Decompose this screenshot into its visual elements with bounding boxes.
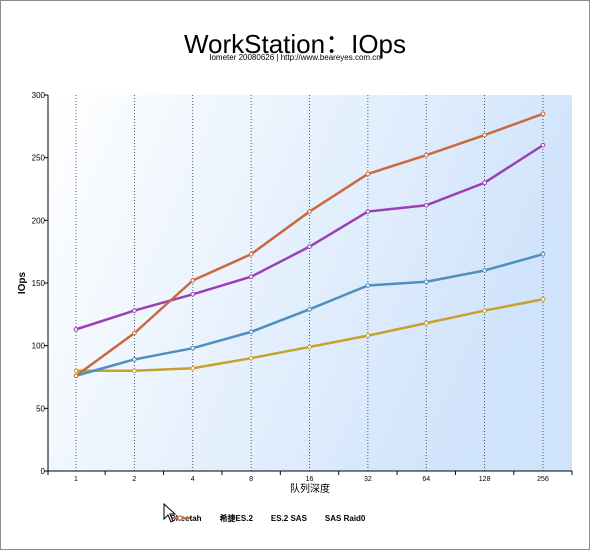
data-point bbox=[307, 209, 312, 214]
data-point bbox=[365, 283, 371, 288]
chart-subtitle: Iometer 20080626 | http://www.beareyes.c… bbox=[209, 53, 381, 62]
data-point bbox=[423, 320, 429, 326]
data-point bbox=[307, 244, 312, 249]
x-tick-label: 2 bbox=[132, 476, 136, 483]
x-tick-label: 32 bbox=[364, 476, 372, 483]
data-point bbox=[190, 345, 196, 351]
data-point bbox=[248, 274, 254, 280]
x-tick-label: 64 bbox=[422, 476, 430, 483]
x-tick-label: 1 bbox=[74, 476, 78, 483]
data-point bbox=[190, 278, 196, 283]
data-point bbox=[540, 142, 546, 148]
series-layer bbox=[73, 111, 546, 379]
legend-item: 希捷ES.2 bbox=[170, 513, 253, 524]
x-tick-label: 256 bbox=[537, 476, 549, 483]
data-point bbox=[365, 333, 371, 338]
y-tick-label: 300 bbox=[32, 91, 46, 100]
data-point bbox=[73, 327, 79, 332]
x-tick-label: 4 bbox=[191, 476, 195, 483]
plot-background bbox=[48, 95, 572, 471]
legend-item: ES.2 SAS bbox=[170, 513, 307, 524]
data-point bbox=[132, 308, 137, 313]
data-point bbox=[482, 180, 487, 186]
x-tick-label: 8 bbox=[249, 476, 253, 483]
axis-layer: 0 50 100 150 200 250 300 1 2 4 8 16 32 64 128 256 bbox=[32, 91, 573, 483]
data-point bbox=[540, 111, 546, 117]
data-point bbox=[540, 296, 546, 302]
data-point bbox=[307, 344, 312, 350]
y-tick-label: 0 bbox=[41, 467, 46, 476]
data-point bbox=[190, 291, 196, 297]
data-point bbox=[482, 308, 487, 313]
data-point bbox=[132, 357, 137, 362]
y-tick-label: 200 bbox=[32, 216, 46, 225]
data-point bbox=[248, 251, 254, 257]
x-tick-label: 16 bbox=[306, 476, 314, 483]
chart-title: WorkStation：IOps bbox=[183, 29, 407, 59]
data-point bbox=[423, 152, 429, 158]
data-point bbox=[365, 209, 371, 214]
y-axis-label: IOps bbox=[17, 271, 28, 294]
y-tick-label: 150 bbox=[32, 279, 46, 288]
data-point bbox=[248, 355, 254, 361]
y-tick-label: 50 bbox=[36, 404, 45, 413]
data-point bbox=[365, 171, 371, 177]
data-point bbox=[307, 307, 312, 312]
legend-label: SAS Raid0 bbox=[324, 514, 366, 523]
data-point bbox=[423, 202, 429, 208]
data-point bbox=[73, 368, 79, 374]
y-tick-label: 250 bbox=[32, 154, 46, 163]
data-point bbox=[248, 329, 254, 335]
legend-label: ES.2 SAS bbox=[270, 514, 307, 523]
x-axis-label: 队列深度 bbox=[290, 482, 330, 495]
legend-swatch bbox=[170, 515, 190, 521]
y-tick-label: 100 bbox=[32, 342, 46, 351]
data-point bbox=[132, 330, 137, 336]
data-point bbox=[482, 268, 487, 273]
data-point bbox=[132, 368, 137, 374]
data-point bbox=[423, 279, 429, 285]
data-point bbox=[190, 365, 196, 371]
legend-item: SAS Raid0 bbox=[170, 513, 366, 524]
data-point bbox=[482, 132, 487, 138]
data-point bbox=[540, 251, 546, 257]
data-point bbox=[73, 373, 79, 379]
x-tick-label: 128 bbox=[479, 476, 491, 483]
legend-label: 希捷ES.2 bbox=[219, 514, 253, 523]
mouse-cursor-icon bbox=[163, 503, 177, 523]
